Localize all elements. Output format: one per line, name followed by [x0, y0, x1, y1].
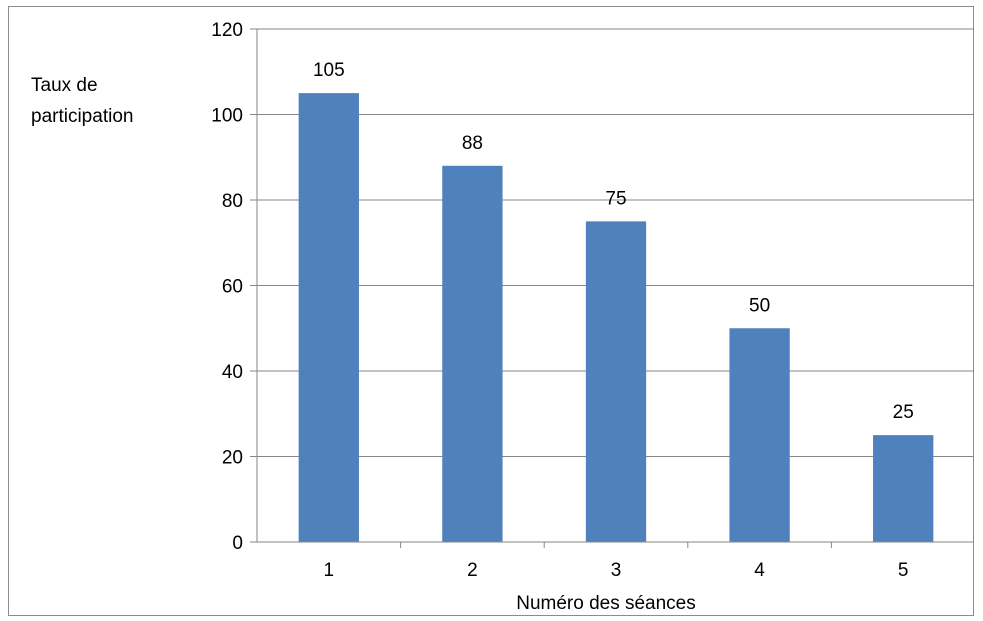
x-tick-label-2: 2	[467, 560, 478, 581]
chart-frame: Taux de participation 0 20 40 60 80 100 120 105…	[8, 6, 974, 616]
axes	[250, 28, 973, 548]
bar-2	[442, 165, 503, 543]
y-tick-label-100: 100	[211, 106, 243, 127]
data-label-5: 25	[893, 402, 914, 423]
bar-5	[873, 435, 934, 542]
bar-4	[729, 328, 790, 542]
bars	[298, 93, 934, 543]
x-tick-label-3: 3	[611, 560, 622, 581]
y-tick-label-80: 80	[222, 191, 243, 212]
data-label-1: 105	[313, 60, 345, 81]
bar-chart: 0 20 40 60 80 100 120 105 1 88 2 75 3 50 4 25 5 Numéro d…	[211, 20, 973, 614]
x-axis-label: Numéro des séances	[516, 593, 696, 614]
y-tick-label-120: 120	[211, 20, 243, 41]
bar-1	[298, 93, 359, 542]
labels: 0 20 40 60 80 100 120 105 1 88 2 75 3 50 4 25 5	[211, 20, 913, 581]
x-tick-label-1: 1	[324, 560, 335, 581]
x-tick-label-5: 5	[898, 560, 909, 581]
y-tick-label-0: 0	[232, 533, 243, 554]
data-label-3: 75	[605, 188, 626, 209]
y-axis-label-line-1: Taux de	[31, 75, 98, 96]
data-label-4: 50	[749, 295, 770, 316]
y-axis-label-line-2: participation	[31, 106, 134, 127]
y-tick-label-20: 20	[222, 448, 243, 469]
bar-3	[585, 221, 647, 542]
x-tick-label-4: 4	[754, 560, 765, 581]
y-tick-label-40: 40	[222, 362, 243, 383]
data-label-2: 88	[462, 133, 483, 154]
y-tick-label-60: 60	[222, 277, 243, 298]
